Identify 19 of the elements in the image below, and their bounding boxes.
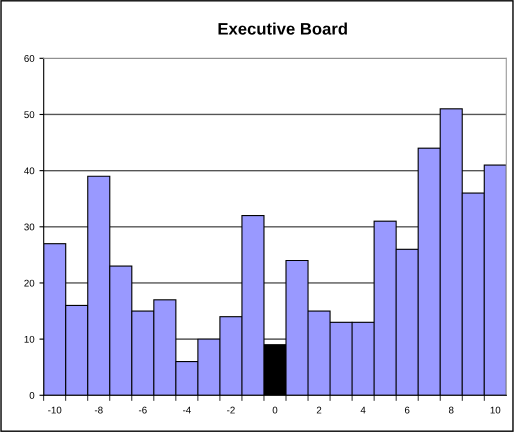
x-tick-label: 2 <box>316 406 322 414</box>
x-tick-label: -10 <box>48 406 62 414</box>
x-tick-label: 8 <box>448 406 454 414</box>
x-tick-label: -2 <box>227 406 235 414</box>
y-tick-label: 60 <box>24 55 34 62</box>
x-tick-label: 6 <box>404 406 410 414</box>
x-tick-label: -4 <box>182 406 191 414</box>
x-tick-label: -8 <box>94 406 103 414</box>
y-tick-label: 30 <box>24 224 34 230</box>
chart-title: Executive Board <box>218 22 347 35</box>
x-tick-label: 0 <box>272 406 278 414</box>
y-tick-label: 50 <box>24 111 34 118</box>
x-tick-label: -6 <box>138 406 147 414</box>
y-tick-label: 20 <box>24 280 34 287</box>
y-tick-label: 10 <box>24 336 34 343</box>
x-tick-label: 10 <box>490 406 500 414</box>
x-tick-label: 4 <box>360 406 366 414</box>
y-tick-label: 40 <box>24 167 34 174</box>
y-tick-label: 0 <box>30 392 34 399</box>
